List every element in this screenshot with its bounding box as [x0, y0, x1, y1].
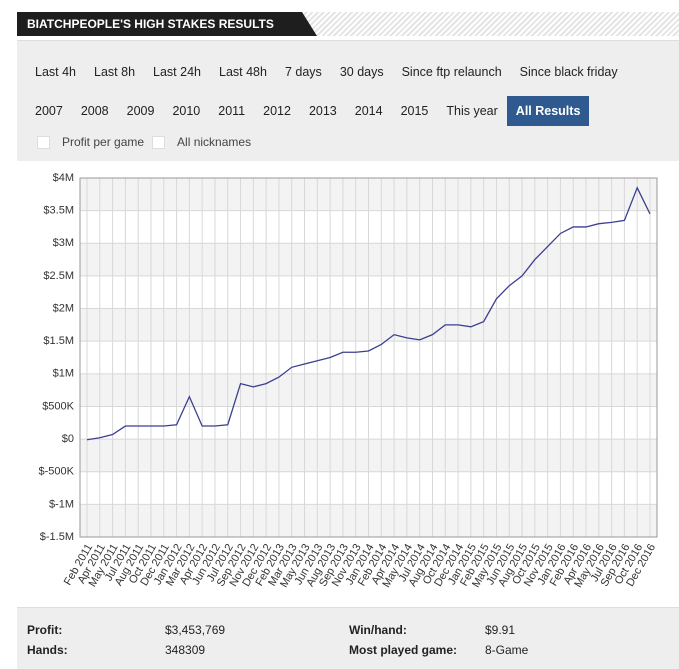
- stat-value: 348309: [165, 643, 206, 657]
- checkbox[interactable]: [37, 135, 50, 149]
- y-tick-label: $2.5M: [43, 270, 74, 282]
- year-row: 2007 2008 2009 2010 2011 2012 2013 2014 2015 This…: [26, 96, 590, 126]
- y-tick-label: $1.5M: [43, 335, 74, 347]
- option-label: Profit per game: [62, 135, 145, 149]
- filter-button[interactable]: This year: [446, 104, 498, 118]
- filter-button[interactable]: Last 8h: [94, 65, 136, 79]
- filter-button[interactable]: Since ftp relaunch: [401, 65, 502, 79]
- filter-button[interactable]: Last 48h: [219, 65, 267, 79]
- filter-button[interactable]: 2010: [172, 104, 201, 118]
- filter-button[interactable]: 2009: [126, 104, 155, 118]
- filter-button[interactable]: Last 4h: [35, 65, 77, 79]
- y-tick-label: $3M: [53, 237, 74, 249]
- filter-button[interactable]: 2011: [218, 104, 246, 118]
- chart: $-1.5M $-1M $-500K $0 $500K $1M $1.5M $2M $2.5M $…: [39, 172, 659, 590]
- y-tick-label: $2M: [53, 302, 74, 314]
- banner: BIATCHPEOPLE'S HIGH STAKES RESULTS: [17, 12, 679, 36]
- filter-button[interactable]: 2015: [400, 104, 429, 118]
- filter-button[interactable]: Since black friday: [519, 65, 618, 79]
- filter-button[interactable]: Last 24h: [153, 65, 201, 79]
- filter-button[interactable]: 2007: [35, 104, 63, 118]
- y-tick-label: $3.5M: [43, 205, 74, 217]
- y-tick-label: $-1M: [49, 498, 74, 510]
- filter-button[interactable]: 2013: [308, 104, 337, 118]
- y-tick-label: $500K: [42, 400, 74, 412]
- filter-button[interactable]: 7 days: [284, 65, 322, 79]
- filter-button[interactable]: 2012: [263, 104, 291, 118]
- filter-button[interactable]: 30 days: [339, 65, 384, 79]
- stat-value: $9.91: [485, 623, 516, 637]
- stat-value: 8-Game: [485, 643, 529, 657]
- page-title: BIATCHPEOPLE'S HIGH STAKES RESULTS: [17, 12, 317, 36]
- checkbox[interactable]: [152, 135, 166, 149]
- y-tick-label: $4M: [53, 172, 74, 184]
- stat-label: Win/hand:: [349, 623, 407, 637]
- options: Profit per game All nicknames: [37, 135, 259, 149]
- stat-value: $3,453,769: [165, 623, 226, 637]
- filter-button[interactable]: 2014: [354, 104, 383, 118]
- option[interactable]: All nicknames: [152, 135, 251, 149]
- filter-panel: Last 4h Last 8h Last 24h Last 48h 7 days 30 d…: [17, 40, 679, 161]
- period-row: Last 4h Last 8h Last 24h Last 48h 7 days 30 d…: [26, 57, 627, 87]
- option-label: All nicknames: [177, 135, 252, 149]
- plot-border: [79, 177, 658, 538]
- option[interactable]: Profit per game: [37, 135, 144, 149]
- filter-button[interactable]: 2008: [80, 104, 109, 118]
- stat-label: Most played game:: [349, 643, 458, 657]
- y-tick-label: $-500K: [39, 466, 75, 478]
- stats: Profit: $3,453,769 Win/hand: $9.91 Hands: 348…: [17, 607, 679, 669]
- y-tick-label: $1M: [53, 368, 74, 380]
- y-tick-label: $0: [62, 433, 74, 445]
- line: [86, 186, 651, 441]
- filter-button[interactable]: All Results: [506, 96, 590, 126]
- stat-label: Hands:: [27, 643, 68, 657]
- stat-label: Profit:: [27, 623, 63, 637]
- y-tick-label: $-1.5M: [40, 531, 74, 543]
